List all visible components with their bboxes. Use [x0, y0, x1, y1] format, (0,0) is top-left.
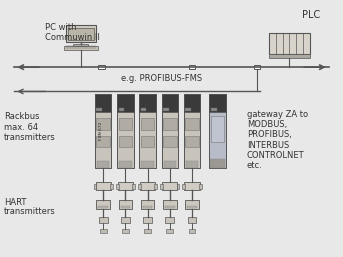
Text: etc.: etc. — [247, 161, 262, 170]
Bar — [94, 184, 96, 189]
Bar — [96, 200, 110, 209]
Text: e.g. PROFIBUS-FMS: e.g. PROFIBUS-FMS — [121, 74, 202, 83]
Bar — [184, 94, 200, 168]
Bar — [139, 94, 156, 168]
Bar — [143, 206, 152, 208]
Bar — [210, 94, 226, 168]
Bar — [121, 206, 130, 208]
Bar — [166, 230, 173, 233]
Bar — [117, 94, 133, 168]
Bar — [163, 200, 177, 209]
Bar — [184, 94, 200, 112]
Bar — [144, 230, 151, 233]
Bar — [162, 94, 178, 168]
Bar — [185, 182, 200, 190]
Bar — [140, 182, 155, 190]
Bar — [211, 116, 224, 142]
Bar — [96, 118, 110, 130]
Bar — [210, 94, 226, 112]
Bar — [185, 135, 199, 147]
Bar — [119, 107, 124, 111]
Bar — [96, 107, 102, 111]
Bar — [96, 135, 110, 147]
Bar — [141, 200, 154, 209]
Bar — [163, 107, 169, 111]
Bar — [163, 135, 177, 147]
Bar — [122, 230, 129, 233]
Bar — [189, 65, 195, 69]
Bar — [164, 161, 176, 168]
Bar — [143, 217, 152, 223]
Text: transmitters: transmitters — [4, 207, 56, 216]
Bar — [269, 54, 310, 58]
Text: gateway ZA to: gateway ZA to — [247, 110, 308, 119]
Bar — [187, 206, 197, 208]
Bar — [132, 184, 135, 189]
Bar — [162, 94, 178, 112]
Bar — [182, 184, 185, 189]
Bar — [211, 107, 216, 111]
Bar — [117, 94, 133, 112]
Bar — [97, 161, 109, 168]
Text: INTERBUS: INTERBUS — [247, 141, 289, 150]
Bar — [96, 182, 111, 190]
Bar — [95, 94, 111, 168]
Bar — [95, 94, 111, 112]
Bar — [160, 184, 163, 189]
Bar — [66, 25, 96, 42]
Bar — [185, 107, 191, 111]
Bar — [98, 206, 108, 208]
Bar — [121, 217, 130, 223]
Bar — [165, 217, 174, 223]
Text: MODBUS,: MODBUS, — [247, 120, 287, 129]
Bar — [269, 33, 310, 54]
Bar — [119, 161, 131, 168]
Bar — [139, 94, 156, 112]
Text: HART: HART — [4, 198, 26, 207]
Bar — [162, 182, 177, 190]
Bar — [100, 230, 107, 233]
Text: PROFIBUS,: PROFIBUS, — [247, 130, 292, 139]
Bar — [119, 118, 132, 130]
Bar — [154, 184, 157, 189]
Bar — [118, 182, 133, 190]
Bar — [177, 184, 179, 189]
Bar — [199, 184, 202, 189]
Text: transmitters: transmitters — [4, 133, 56, 142]
Bar — [64, 46, 98, 50]
Bar — [254, 65, 260, 69]
Bar — [185, 200, 199, 209]
Bar — [185, 118, 199, 130]
Bar — [141, 118, 154, 130]
Text: Rackbus: Rackbus — [4, 113, 39, 122]
Text: Commuwin II: Commuwin II — [45, 33, 100, 42]
Text: max. 64: max. 64 — [4, 123, 38, 132]
Bar — [138, 184, 141, 189]
Bar — [119, 200, 132, 209]
Text: PLC: PLC — [303, 10, 321, 20]
Bar — [141, 161, 154, 168]
Bar — [116, 184, 119, 189]
Bar — [99, 217, 108, 223]
Bar — [110, 184, 113, 189]
Bar — [188, 217, 197, 223]
Bar — [211, 159, 225, 168]
Bar — [68, 27, 94, 40]
Bar — [98, 65, 105, 69]
Bar — [163, 118, 177, 130]
Bar — [141, 135, 154, 147]
Text: FXN 672: FXN 672 — [99, 122, 103, 140]
Bar — [73, 44, 88, 46]
Text: CONTROLNET: CONTROLNET — [247, 151, 304, 160]
Bar — [186, 161, 198, 168]
Bar — [165, 206, 175, 208]
Bar — [141, 107, 146, 111]
Bar — [189, 230, 196, 233]
Text: PC with: PC with — [45, 23, 76, 32]
Bar — [119, 135, 132, 147]
